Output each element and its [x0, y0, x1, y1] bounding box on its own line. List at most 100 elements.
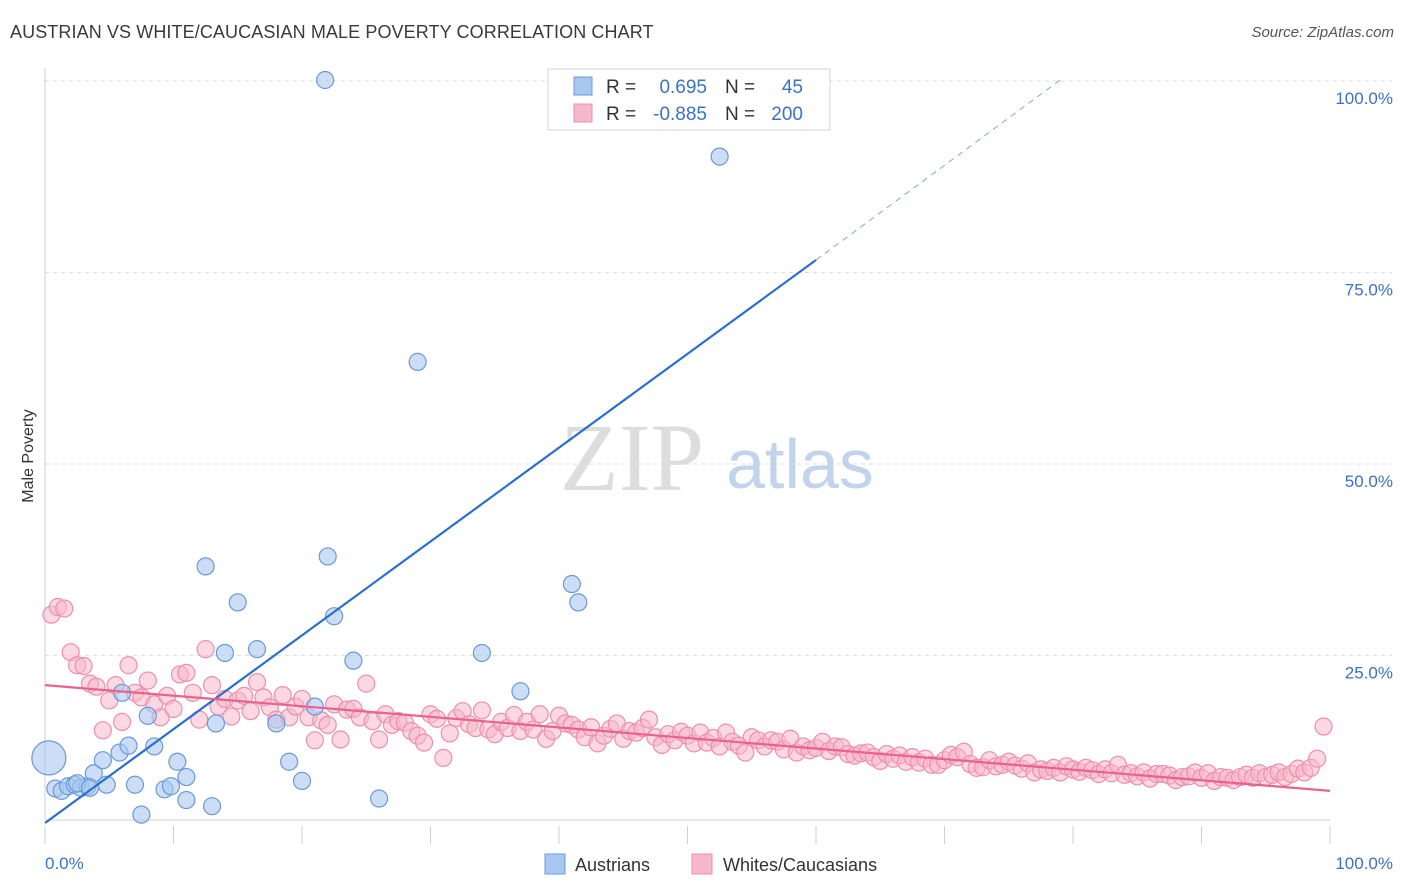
data-point-austrians [267, 714, 286, 733]
chart-title: AUSTRIAN VS WHITE/CAUCASIAN MALE POVERTY… [10, 22, 654, 42]
data-point-austrians [161, 777, 181, 796]
data-point-austrians [138, 706, 157, 725]
data-point-whites-caucasians [119, 656, 138, 675]
stats-r-value-austrians: 0.695 [659, 77, 707, 98]
data-point-whites-caucasians [331, 730, 350, 749]
y-tick-label: 25.0% [1345, 664, 1393, 683]
data-point-whites-caucasians [357, 674, 376, 693]
data-point-whites-caucasians [87, 677, 106, 696]
data-point-austrians [177, 767, 196, 787]
stats-legend-swatch-whites [573, 103, 593, 123]
data-point-austrians [145, 737, 164, 756]
data-point-whites-caucasians [1314, 717, 1333, 736]
trendline-austrians [44, 259, 817, 824]
data-point-whites-caucasians [582, 718, 601, 737]
x-tick-label-max: 100.0% [1335, 854, 1393, 873]
axes [44, 68, 1330, 821]
data-point-whites-caucasians [472, 701, 491, 720]
legend-label-austrians: Austrians [575, 855, 650, 875]
series-austrians [31, 70, 729, 824]
data-point-austrians [206, 714, 226, 733]
data-point-whites-caucasians [370, 730, 389, 749]
x-tick-label-min: 0.0% [45, 854, 84, 873]
data-point-whites-caucasians [177, 663, 196, 682]
data-point-austrians [196, 557, 215, 576]
data-point-whites-caucasians [440, 724, 459, 743]
stats-legend-box [547, 68, 831, 131]
stats-legend-swatch-austrians [573, 76, 593, 96]
data-point-whites-caucasians [93, 721, 112, 740]
data-point-austrians [31, 740, 67, 776]
data-point-whites-caucasians [112, 712, 132, 732]
data-point-austrians [511, 682, 530, 701]
x-ticks [44, 826, 1331, 844]
trendline-austrians-extension [815, 79, 1061, 261]
data-point-whites-caucasians [55, 599, 74, 618]
data-point-whites-caucasians [74, 656, 93, 676]
stats-r-label-austrians: R = [606, 77, 636, 98]
data-point-austrians [125, 775, 145, 794]
data-point-austrians [292, 771, 312, 790]
data-point-austrians [316, 70, 335, 90]
stats-legend: R = 0.695 N = 45 R = -0.885 N = 200 [547, 68, 831, 131]
data-point-whites-caucasians [196, 640, 215, 659]
stats-n-label-austrians: N = [725, 77, 755, 98]
data-point-austrians [168, 752, 187, 771]
data-point-whites-caucasians [414, 733, 434, 752]
stats-n-value-austrians: 45 [782, 77, 803, 98]
data-point-whites-caucasians [639, 710, 659, 729]
data-point-whites-caucasians [164, 699, 183, 718]
stats-r-value-whites: -0.885 [653, 104, 707, 125]
data-point-whites-caucasians [1308, 749, 1327, 768]
watermark-atlas: atlas [726, 425, 874, 503]
data-point-austrians [344, 651, 363, 670]
data-point-whites-caucasians [222, 707, 241, 726]
data-point-austrians [215, 643, 234, 663]
series-whites-caucasians [42, 597, 1333, 790]
data-point-austrians [93, 751, 112, 770]
stats-n-value-whites: 200 [771, 104, 803, 125]
data-point-austrians [177, 790, 196, 810]
watermark: ZIP atlas [560, 404, 874, 511]
y-axis-label: Male Poverty [20, 409, 37, 502]
data-point-whites-caucasians [138, 671, 157, 690]
data-point-whites-caucasians [202, 676, 222, 695]
data-point-austrians [370, 789, 389, 808]
legend-swatch-austrians [544, 853, 566, 875]
y-tick-label: 50.0% [1345, 472, 1393, 491]
data-point-austrians [132, 805, 151, 824]
data-point-whites-caucasians [434, 748, 453, 768]
data-point-whites-caucasians [736, 743, 755, 762]
data-point-austrians [247, 640, 267, 659]
data-point-whites-caucasians [241, 702, 260, 721]
data-point-whites-caucasians [305, 731, 324, 750]
legend-swatch-whites [691, 853, 713, 875]
data-point-austrians [280, 752, 299, 771]
data-point-austrians [228, 593, 247, 612]
bottom-legend: Austrians Whites/Caucasians [544, 853, 877, 875]
data-point-austrians [318, 547, 337, 566]
data-point-austrians [472, 643, 491, 663]
y-tick-label: 100.0% [1335, 89, 1393, 108]
data-point-whites-caucasians [318, 715, 337, 735]
data-point-austrians [325, 607, 344, 626]
stats-n-label-whites: N = [725, 104, 755, 125]
y-tick-labels: 25.0% 50.0% 75.0% 100.0% [1335, 89, 1393, 683]
gridlines [45, 80, 1392, 656]
data-point-austrians [119, 736, 138, 755]
y-tick-label: 75.0% [1345, 281, 1393, 300]
source-label: Source: ZipAtlas.com [1251, 24, 1394, 41]
data-point-austrians [710, 147, 729, 166]
data-point-whites-caucasians [247, 672, 267, 692]
data-point-whites-caucasians [530, 705, 549, 724]
data-point-austrians [569, 593, 588, 612]
data-point-austrians [408, 352, 427, 371]
trendlines [44, 79, 1331, 824]
stats-r-label-whites: R = [606, 104, 636, 125]
legend-label-whites: Whites/Caucasians [723, 855, 877, 875]
data-point-austrians [562, 574, 581, 594]
watermark-zip: ZIP [560, 404, 704, 511]
trendline-whites-caucasians [44, 684, 1331, 792]
data-point-austrians [202, 797, 222, 816]
